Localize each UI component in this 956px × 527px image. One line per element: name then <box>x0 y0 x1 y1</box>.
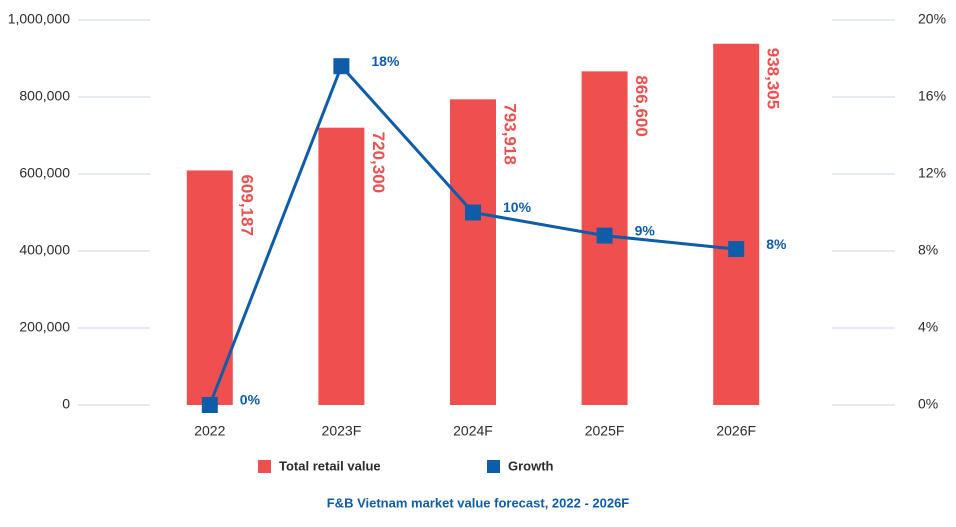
bar <box>450 99 496 406</box>
y-tick-label: 200,000 <box>19 319 70 335</box>
marker <box>201 397 218 413</box>
marker <box>728 241 745 258</box>
legend-label: Growth <box>508 458 554 473</box>
marker <box>333 58 350 75</box>
data-label: 0% <box>240 392 261 408</box>
y2-tick-label: 20% <box>918 11 946 27</box>
x-tick-label: 2024F <box>453 423 493 439</box>
y2-tick-label: 4% <box>918 319 938 335</box>
y2-tick-label: 8% <box>918 242 938 258</box>
bar <box>186 170 233 405</box>
bar <box>318 127 365 405</box>
data-label: 18% <box>371 53 400 69</box>
y2-tick-label: 0% <box>918 396 938 412</box>
marker <box>465 204 481 221</box>
data-label: 9% <box>635 222 656 238</box>
y-tick-label: 0 <box>62 396 70 412</box>
chart-title: F&B Vietnam market value forecast, 2022 … <box>327 495 630 510</box>
data-label: 8% <box>766 236 787 252</box>
legend-label: Total retail value <box>279 458 381 473</box>
marker <box>596 227 613 244</box>
legend-swatch <box>258 460 271 473</box>
x-tick-label: 2026F <box>716 423 756 439</box>
y2-tick-label: 16% <box>918 88 946 104</box>
y2-tick-label: 12% <box>918 165 946 181</box>
y-tick-label: 800,000 <box>19 88 70 104</box>
x-tick-label: 2022 <box>194 423 225 439</box>
x-tick-label: 2023F <box>322 423 362 439</box>
y-tick-label: 1,000,000 <box>8 11 70 27</box>
data-label: 720,300 <box>369 132 388 193</box>
data-label: 938,305 <box>764 48 783 109</box>
bar <box>713 43 760 406</box>
y-tick-label: 600,000 <box>19 165 70 181</box>
y-tick-label: 400,000 <box>19 242 70 258</box>
data-label: 793,918 <box>501 103 520 164</box>
legend-swatch <box>487 460 500 473</box>
data-label: 866,600 <box>632 75 651 136</box>
data-label: 609,187 <box>237 174 256 235</box>
x-tick-label: 2025F <box>585 423 625 439</box>
data-label: 10% <box>503 199 532 215</box>
